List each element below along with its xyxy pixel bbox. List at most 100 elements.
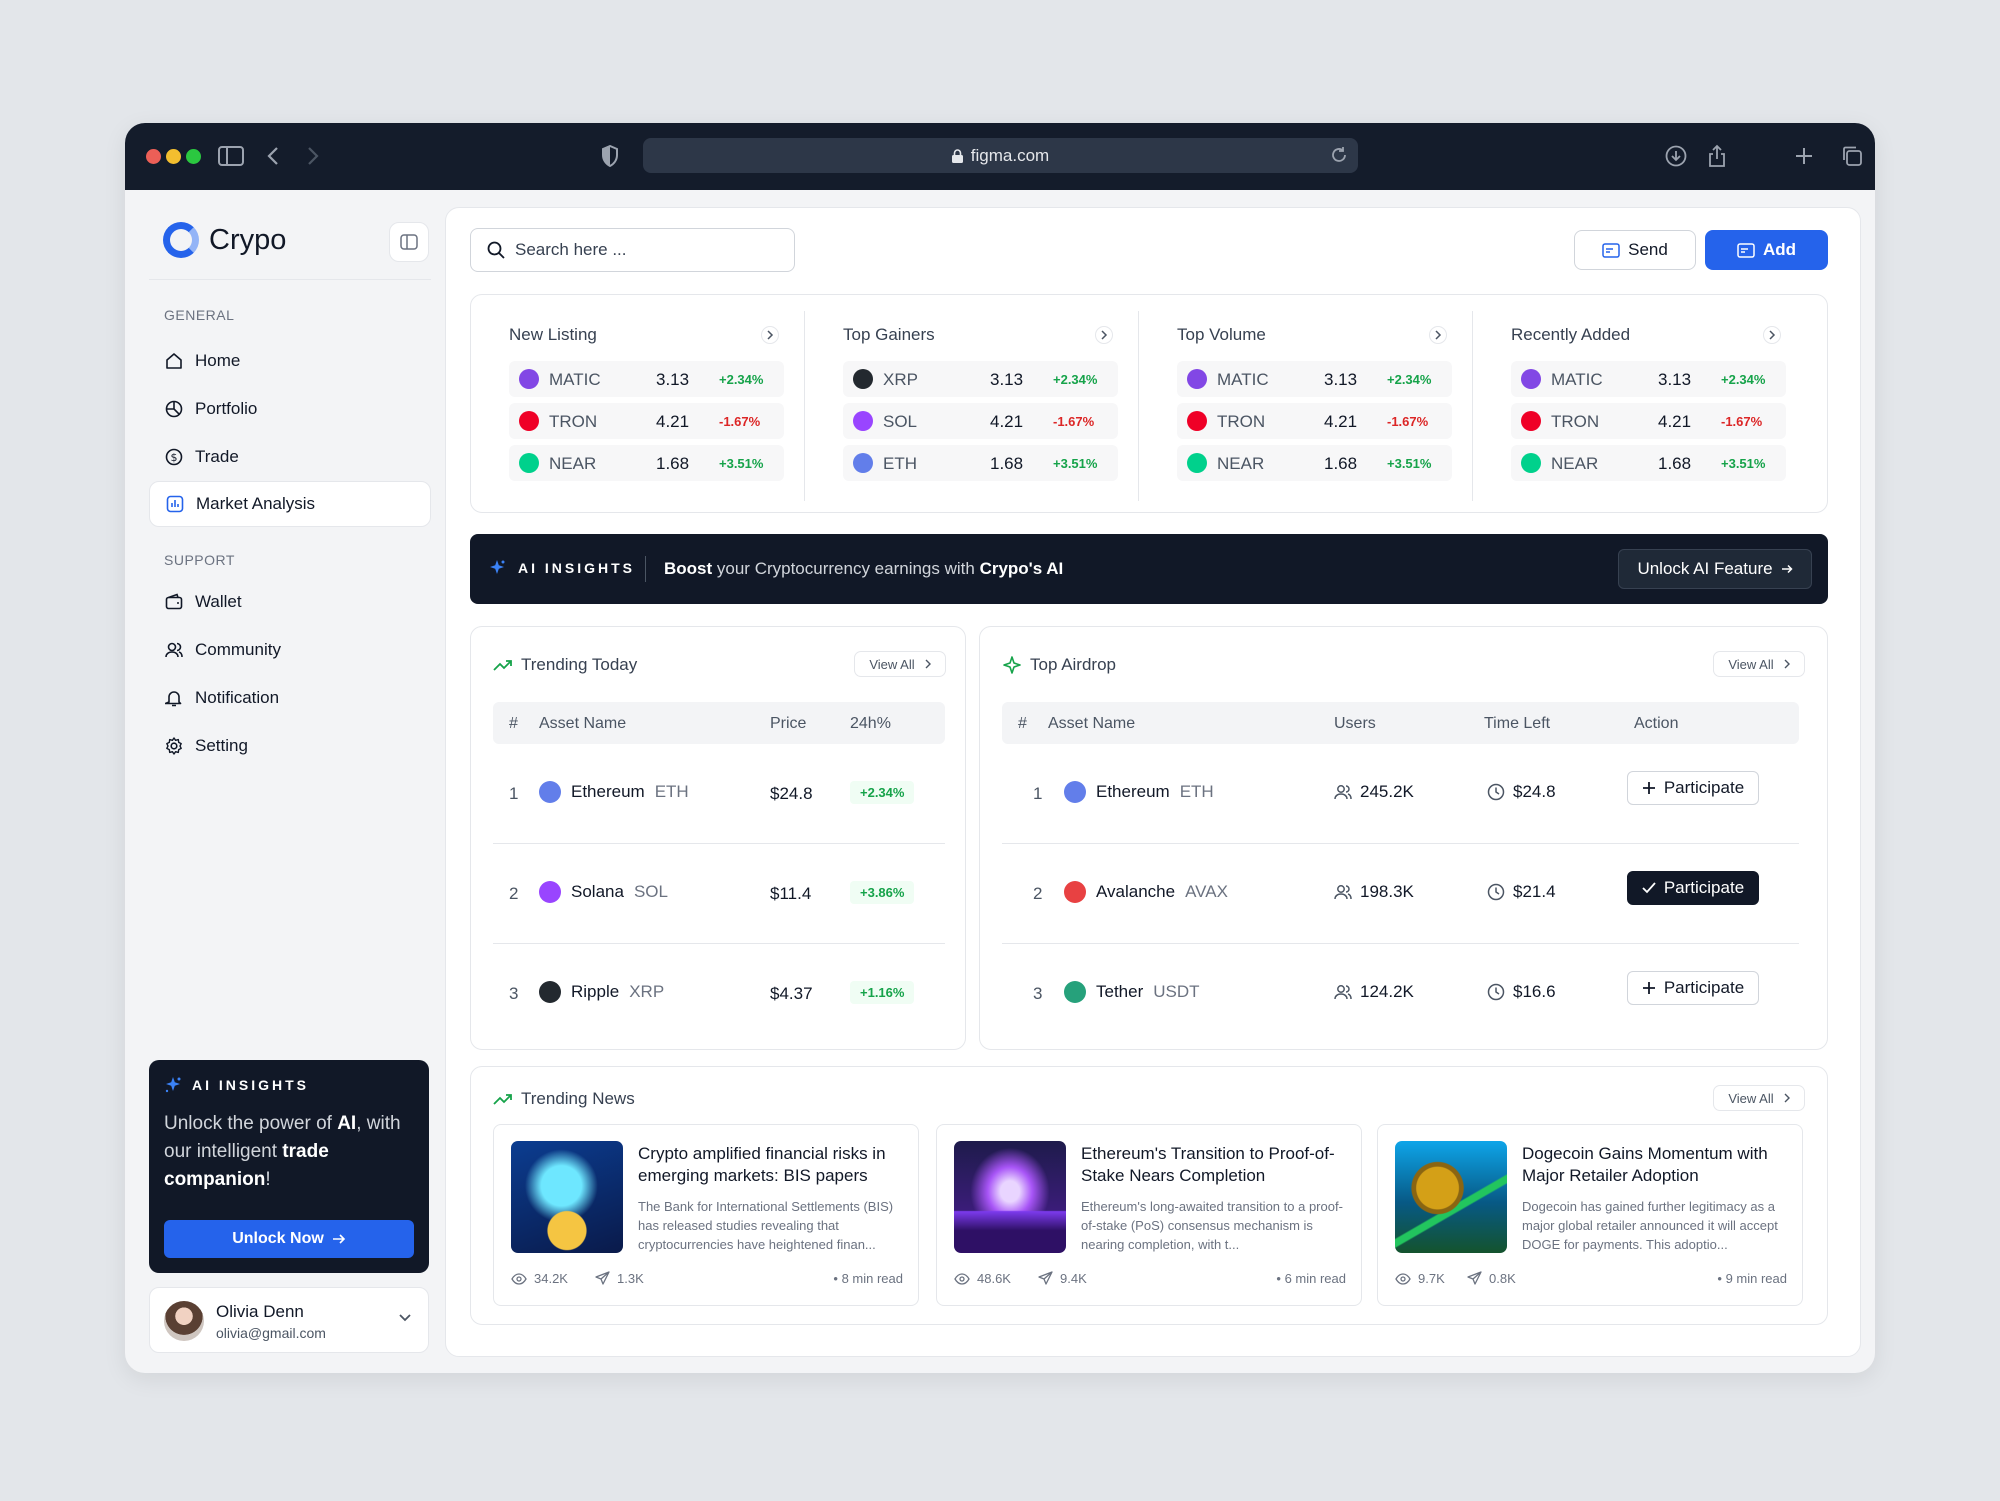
market-row[interactable]: NEAR 1.68 +3.51% [1511,445,1786,481]
market-row[interactable]: MATIC 3.13 +2.34% [509,361,784,397]
plus-icon [1642,782,1655,794]
tron-icon [1521,411,1541,431]
sidebar-item-notification[interactable]: Notification [149,675,431,721]
market-column-title: New Listing [509,325,597,344]
unlock-now-button[interactable]: Unlock Now [164,1220,414,1258]
news-card[interactable]: Dogecoin Gains Momentum with Major Retai… [1377,1124,1803,1306]
news-card[interactable]: Crypto amplified financial risks in emer… [493,1124,919,1306]
market-row[interactable]: MATIC 3.13 +2.34% [1511,361,1786,397]
download-icon[interactable] [1661,141,1691,171]
sidebar-item-trade[interactable]: $ Trade [149,434,431,480]
participate-button-joined[interactable]: Participate [1627,871,1759,905]
brand-name: Crypo [209,223,287,256]
ethereum-crystal-image [954,1141,1066,1253]
table-header: # Asset Name Price 24h% [493,702,945,744]
market-column-title: Top Volume [1177,325,1266,344]
minimize-window-button[interactable] [166,149,181,164]
sidebar-item-setting[interactable]: Setting [149,723,431,769]
address-bar[interactable]: figma.com [643,138,1358,173]
table-row: 1 Ethereum ETH 245.2K $24.8 Participate [1002,744,1799,844]
maximize-window-button[interactable] [186,149,201,164]
ai-insights-banner-label: AI INSIGHTS [488,559,635,577]
top-airdrop-title: Top Airdrop [1030,655,1116,674]
close-window-button[interactable] [146,149,161,164]
users-count: 245.2K [1360,782,1414,801]
market-change: +3.51% [1721,456,1766,471]
new-tab-icon[interactable] [1789,141,1819,171]
market-row[interactable]: NEAR 1.68 +3.51% [509,445,784,481]
price: $11.4 [770,884,812,903]
collapse-sidebar-button[interactable] [389,222,429,262]
chevron-right-icon [1784,659,1790,669]
view-all-button[interactable]: View All [1713,651,1805,677]
sidebar-item-wallet[interactable]: Wallet [149,579,431,625]
time-left-cell: $21.4 [1487,882,1556,902]
sidebar-item-home[interactable]: Home [149,338,431,384]
svg-text:$: $ [171,451,178,464]
table-row[interactable]: 1 Ethereum ETH $24.8 +2.34% [493,744,945,844]
top-airdrop-header: Top Airdrop [1002,655,1116,675]
market-change: +2.34% [1721,372,1766,387]
news-card[interactable]: Ethereum's Transition to Proof-of-Stake … [936,1124,1362,1306]
user-profile[interactable]: Olivia Denn olivia@gmail.com [149,1287,429,1353]
column-header: # [509,715,518,732]
reload-icon[interactable] [1330,146,1348,164]
forward-icon[interactable] [298,141,328,171]
chevron-right-icon[interactable] [1429,326,1447,344]
search-input[interactable]: Search here ... [470,228,795,272]
table-row[interactable]: 3 Ripple XRP $4.37 +1.16% [493,944,945,1044]
add-button[interactable]: Add [1705,230,1828,270]
chevron-right-icon[interactable] [1763,326,1781,344]
sidebar-toggle-icon[interactable] [216,141,246,171]
asset-name: Tether [1096,982,1144,1001]
back-icon[interactable] [258,141,288,171]
send-label: Send [1628,240,1668,259]
asset-name: Solana [571,882,624,901]
clock-icon [1487,783,1505,801]
chevron-right-icon[interactable] [1095,326,1113,344]
market-row[interactable]: MATIC 3.13 +2.34% [1177,361,1452,397]
market-row[interactable]: TRON 4.21 -1.67% [1177,403,1452,439]
market-row[interactable]: TRON 4.21 -1.67% [1511,403,1786,439]
time-left: $24.8 [1513,782,1556,801]
market-row[interactable]: NEAR 1.68 +3.51% [1177,445,1452,481]
ai-banner-text: Boost your Cryptocurrency earnings with … [664,559,1063,579]
view-all-button[interactable]: View All [1713,1085,1805,1111]
sidebar-item-community[interactable]: Community [149,627,431,673]
top-airdrop-panel: Top Airdrop View All # Asset Name Users … [979,626,1828,1050]
ai-msg-highlight: AI [337,1113,357,1134]
market-row[interactable]: TRON 4.21 -1.67% [509,403,784,439]
tabs-overview-icon[interactable] [1837,141,1867,171]
participate-button[interactable]: Participate [1627,771,1759,805]
share-icon[interactable] [1702,141,1732,171]
banner-divider [645,556,646,582]
sidebar-item-label: Setting [195,736,248,755]
sidebar-divider [149,279,431,280]
views-stat: 9.7K [1395,1271,1445,1286]
sidebar-item-label: Portfolio [195,399,258,418]
market-row[interactable]: ETH 1.68 +3.51% [843,445,1118,481]
chevron-down-icon[interactable] [398,1313,412,1323]
shield-icon[interactable] [595,141,625,171]
unlock-ai-feature-button[interactable]: Unlock AI Feature [1618,549,1812,589]
news-description: The Bank for International Settlements (… [638,1199,894,1252]
news-title: Ethereum's Transition to Proof-of-Stake … [1081,1144,1335,1185]
rank: 1 [509,784,519,803]
market-price: 3.13 [1658,370,1692,389]
table-row[interactable]: 2 Solana SOL $11.4 +3.86% [493,844,945,944]
sidebar-item-label: Home [195,351,241,370]
brand-logo[interactable]: Crypo [163,222,286,258]
market-row[interactable]: SOL 4.21 -1.67% [843,403,1118,439]
market-price: 1.68 [1658,454,1692,473]
send-button[interactable]: Send [1574,230,1696,270]
table-row: 2 Avalanche AVAX 198.3K $21.4 Participate [1002,844,1799,944]
participate-button[interactable]: Participate [1627,971,1759,1005]
wallet-icon [165,593,183,610]
chevron-right-icon[interactable] [761,326,779,344]
views-stat: 48.6K [954,1271,1011,1286]
sidebar-item-market-analysis[interactable]: Market Analysis [149,481,431,527]
market-price: 4.21 [1658,412,1692,431]
sidebar-item-portfolio[interactable]: Portfolio [149,386,431,432]
market-row[interactable]: XRP 3.13 +2.34% [843,361,1118,397]
view-all-button[interactable]: View All [854,651,946,677]
